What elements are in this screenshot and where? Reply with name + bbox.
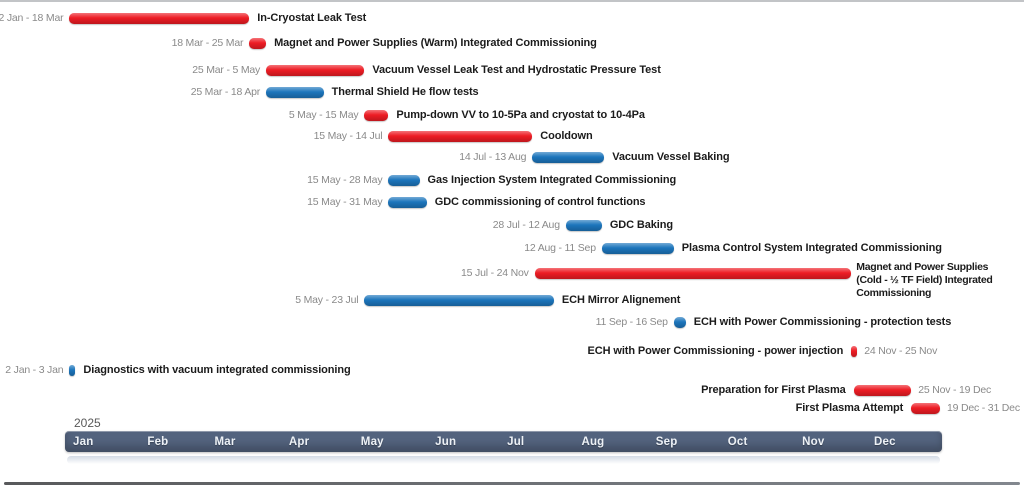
- task-name-label: In-Cryostat Leak Test: [257, 12, 367, 24]
- axis-month-label: May: [360, 435, 384, 448]
- task-bar: [853, 385, 912, 396]
- task-bar: [601, 243, 674, 254]
- task-date-label: 11 Sep - 16 Sep: [595, 316, 668, 328]
- task-date-label: 15 May - 28 May: [307, 174, 383, 186]
- task-bar: [673, 317, 686, 328]
- axis-month-label: Feb: [147, 435, 169, 448]
- task-date-label: 28 Jul - 12 Aug: [492, 219, 560, 231]
- task-name-label: Preparation for First Plasma: [701, 384, 846, 396]
- task-name-label: Plasma Control System Integrated Commiss…: [681, 242, 942, 254]
- task-bar: [388, 197, 428, 208]
- task-name-label: First Plasma Attempt: [795, 402, 904, 414]
- task-name-label: ECH with Power Commissioning - power inj…: [587, 345, 844, 357]
- task-date-label: 12 Aug - 11 Sep: [524, 242, 596, 254]
- axis-month-label: Sep: [655, 435, 678, 448]
- task-bar: [249, 38, 267, 49]
- task-date-label: 24 Nov - 25 Nov: [864, 345, 938, 357]
- task-name-label: GDC commissioning of control functions: [434, 196, 646, 208]
- task-name-label: Diagnostics with vacuum integrated commi…: [83, 364, 351, 376]
- task-bar: [851, 346, 858, 357]
- axis-year-label: 2025: [74, 416, 101, 430]
- task-bar: [565, 220, 602, 231]
- task-name-label: Vacuum Vessel Leak Test and Hydrostatic …: [372, 64, 661, 76]
- axis-month-label: Jan: [73, 435, 94, 448]
- task-name-label: ECH Mirror Alignement: [561, 294, 681, 306]
- task-date-label: 2 Jan - 18 Mar: [0, 12, 64, 24]
- task-date-label: 15 Jul - 24 Nov: [461, 267, 529, 279]
- axis-month-label: Jun: [435, 435, 457, 448]
- task-bar: [266, 65, 365, 76]
- task-bar: [532, 152, 605, 163]
- task-date-label: 18 Mar - 25 Mar: [171, 37, 244, 49]
- axis-month-label: Oct: [727, 435, 748, 448]
- task-name-label: GDC Baking: [609, 219, 674, 231]
- bottom-border-line: [4, 482, 1020, 485]
- task-date-label: 5 May - 15 May: [288, 109, 359, 121]
- task-bar: [266, 87, 324, 98]
- task-date-label: 14 Jul - 13 Aug: [459, 151, 527, 163]
- task-name-label: Thermal Shield He flow tests: [331, 86, 479, 98]
- task-date-label: 25 Nov - 19 Dec: [918, 384, 992, 396]
- axis-month-label: Mar: [214, 435, 236, 448]
- task-name-label: ECH with Power Commissioning - protectio…: [693, 316, 952, 328]
- task-date-label: 25 Mar - 5 May: [192, 64, 261, 76]
- task-date-label: 25 Mar - 18 Apr: [190, 86, 261, 98]
- axis-month-label: Nov: [802, 435, 825, 448]
- task-bar: [388, 175, 420, 186]
- task-bar: [911, 403, 940, 414]
- task-bar: [69, 365, 76, 376]
- axis-month-label: Jul: [507, 435, 525, 448]
- task-bar: [364, 110, 389, 121]
- task-date-label: 19 Dec - 31 Dec: [947, 402, 1020, 414]
- task-name-label: Magnet and Power Supplies (Cold - ½ TF Fi…: [856, 261, 993, 299]
- task-name-label: Magnet and Power Supplies (Warm) Integra…: [274, 37, 597, 49]
- axis-reflection-shadow: [67, 456, 940, 464]
- top-border-line: [0, 0, 1024, 2]
- task-date-label: 5 May - 23 Jul: [295, 294, 359, 306]
- task-bar: [388, 131, 533, 142]
- task-date-label: 15 May - 14 Jul: [313, 130, 383, 142]
- task-name-label: Cooldown: [540, 130, 593, 142]
- task-bar: [534, 268, 852, 279]
- axis-month-label: Aug: [581, 435, 605, 448]
- task-name-label: Vacuum Vessel Baking: [612, 151, 730, 163]
- task-name-label: Gas Injection System Integrated Commissi…: [427, 174, 677, 186]
- task-date-label: 2 Jan - 3 Jan: [5, 364, 64, 376]
- axis-month-label: Apr: [288, 435, 310, 448]
- task-name-label: Pump-down VV to 10-5Pa and cryostat to 1…: [396, 109, 645, 121]
- task-bar: [364, 295, 555, 306]
- timeline-axis-bar: Jan Feb Mar Apr May Jun Jul Aug Sep Oct Nov Dec: [65, 431, 942, 452]
- axis-month-label: Dec: [874, 435, 896, 448]
- task-bar: [69, 13, 250, 24]
- task-date-label: 15 May - 31 May: [307, 196, 383, 208]
